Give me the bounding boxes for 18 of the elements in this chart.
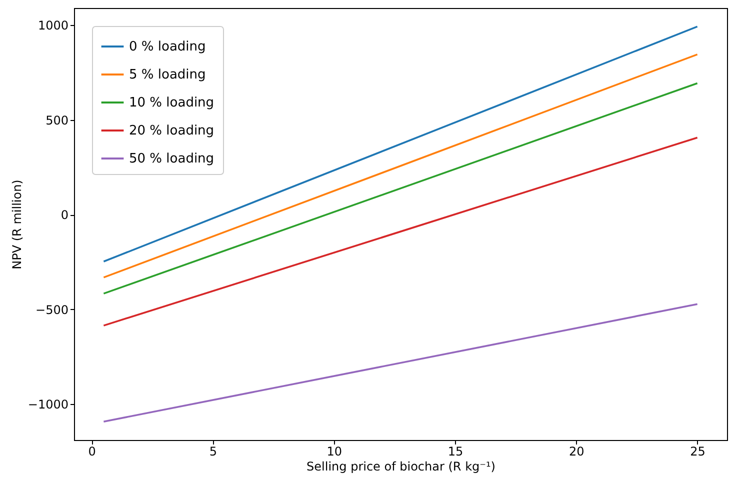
legend-label: 20 % loading [129,124,214,138]
legend-label: 0 % loading [129,40,206,54]
x-tick-label: 10 [326,444,342,458]
y-tick-label: 500 [46,113,68,128]
x-tick-label: 25 [690,444,706,458]
x-axis-title: Selling price of biochar (R kg⁻¹) [306,460,496,474]
y-tick-label: 1000 [38,18,68,33]
x-tick-label: 5 [209,444,218,458]
y-tick-label: 0 [60,208,68,222]
x-tick-label: 20 [569,444,584,458]
y-axis-title: NPV (R million) [10,180,24,270]
legend-label: 10 % loading [129,96,214,110]
y-tick-label: −500 [36,302,68,317]
x-tick-label: 15 [448,444,464,458]
legend-label: 50 % loading [129,152,214,166]
x-tick-label: 0 [88,444,96,458]
legend-label: 5 % loading [129,68,206,82]
y-tick-label: −1000 [28,398,68,412]
